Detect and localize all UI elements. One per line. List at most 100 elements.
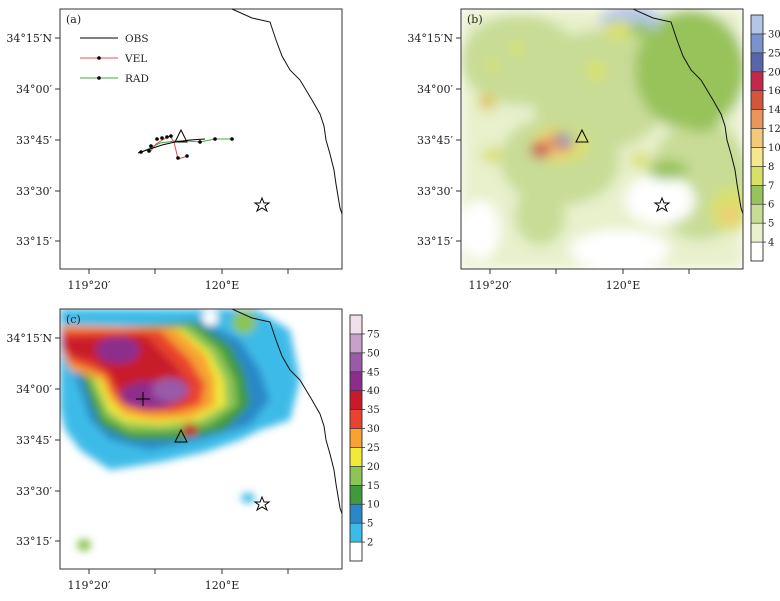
colorbar-swatch xyxy=(349,352,363,373)
x-tick-label: 119°20′ xyxy=(68,279,111,292)
colorbar-label: 20 xyxy=(367,462,380,473)
colorbar-label: 30 xyxy=(768,29,780,40)
panel-b-field xyxy=(461,9,743,269)
colorbar-label: 45 xyxy=(367,367,380,378)
y-tick-label: 33°45′ xyxy=(417,134,453,147)
colorbar-swatch xyxy=(349,503,363,524)
colorbar-swatch xyxy=(349,371,363,391)
colorbar-swatch xyxy=(750,241,764,262)
colorbar-label: 40 xyxy=(367,386,380,397)
colorbar-label: 20 xyxy=(768,67,780,78)
legend-vel: VEL xyxy=(124,53,147,65)
colorbar-swatch xyxy=(750,52,764,73)
triangle-marker-a xyxy=(174,128,188,143)
star-marker-b xyxy=(653,196,671,213)
legend-a: OBS VEL RAD xyxy=(80,33,149,85)
colorbar-frame xyxy=(750,14,764,262)
panel-a-tag: (a) xyxy=(66,13,81,26)
y-tick-label: 33°45′ xyxy=(16,134,52,147)
y-tick-label: 34°15′N xyxy=(6,32,52,45)
y-tick-label: 33°30′ xyxy=(16,185,52,198)
colorbar-label: 75 xyxy=(367,329,380,340)
colorbar-swatch xyxy=(750,203,764,224)
y-tick-label: 33°15′ xyxy=(16,535,52,548)
panel-b-tag: (b) xyxy=(467,13,483,26)
x-tick-label: 120°E xyxy=(205,579,240,592)
colorbar-swatch xyxy=(349,541,363,562)
colorbar-label: 4 xyxy=(768,238,774,249)
colorbar-label: 15 xyxy=(367,481,380,492)
legend-rad: RAD xyxy=(125,73,149,85)
colorbar-label: 25 xyxy=(367,443,380,454)
panel-c: (c) xyxy=(59,308,343,570)
colorbar-swatch xyxy=(349,314,363,335)
colorbar-label: 10 xyxy=(367,500,380,511)
colorbar-swatch xyxy=(349,390,363,410)
colorbar-label: 50 xyxy=(367,348,380,359)
panel-c-frame xyxy=(59,308,343,570)
colorbar-frame xyxy=(349,314,363,562)
y-tick-label: 33°15′ xyxy=(16,235,52,248)
triangle-marker-b xyxy=(575,128,589,143)
triangle-marker-c xyxy=(174,428,188,443)
colorbar-swatch xyxy=(349,447,363,467)
y-tick-label: 34°15′N xyxy=(6,332,52,345)
colorbar-label: 5 xyxy=(768,219,774,230)
y-tick-label: 34°00′ xyxy=(16,83,52,96)
colorbar-swatch xyxy=(349,333,363,354)
colorbar-label: 14 xyxy=(768,105,780,116)
coastline-c xyxy=(231,308,343,515)
y-tick-label: 34°00′ xyxy=(16,383,52,396)
colorbar-swatch xyxy=(349,409,363,429)
colorbar-swatch xyxy=(750,109,764,129)
tracks-a xyxy=(137,134,234,160)
colorbar-swatch xyxy=(349,428,363,448)
y-tick-label: 34°00′ xyxy=(417,83,453,96)
y-tick-label: 33°15′ xyxy=(417,235,453,248)
colorbar-swatch xyxy=(349,466,363,486)
colorbar-label: 5 xyxy=(367,519,373,530)
colorbar-swatch xyxy=(750,147,764,167)
colorbar-swatch xyxy=(750,33,764,54)
panel-c-tag: (c) xyxy=(66,313,81,326)
colorbar-label: 10 xyxy=(768,143,780,154)
y-tick-label: 33°45′ xyxy=(16,434,52,447)
colorbar-label: 2 xyxy=(367,538,373,549)
y-tick-label: 34°15′N xyxy=(407,32,453,45)
colorbar-swatch xyxy=(750,222,764,243)
colorbar-swatch xyxy=(750,71,764,91)
panel-a: (a) OBS VEL RAD xyxy=(59,8,343,270)
x-tick-label: 119°20′ xyxy=(469,279,512,292)
y-tick-label: 33°30′ xyxy=(16,485,52,498)
colorbar-label: 25 xyxy=(768,48,780,59)
colorbar-swatch xyxy=(750,14,764,35)
x-tick-label: 120°E xyxy=(606,279,641,292)
colorbar-swatch xyxy=(750,128,764,148)
y-tick-label: 33°30′ xyxy=(417,185,453,198)
colorbar-swatch xyxy=(750,166,764,186)
star-marker-c xyxy=(253,495,271,512)
colorbar-swatch xyxy=(750,90,764,110)
colorbar-swatch xyxy=(750,185,764,205)
x-tick-label: 119°20′ xyxy=(68,579,111,592)
plus-marker-c xyxy=(136,392,150,406)
coastline-a xyxy=(231,8,343,215)
colorbar-label: 16 xyxy=(768,86,780,97)
colorbar-label: 12 xyxy=(768,124,780,135)
x-tick-label: 120°E xyxy=(205,279,240,292)
panel-b-frame xyxy=(460,8,744,270)
star-marker-a xyxy=(253,196,271,213)
panel-b: (b) xyxy=(460,8,744,270)
colorbar-label: 7 xyxy=(768,181,774,192)
colorbar-layer: 4567810121416202530251015202530354045507… xyxy=(349,14,780,562)
colorbar-label: 8 xyxy=(768,162,774,173)
panel-c-field xyxy=(60,309,300,551)
colorbar-label: 30 xyxy=(367,424,380,435)
legend-obs: OBS xyxy=(125,33,149,45)
colorbar-label: 35 xyxy=(367,405,380,416)
colorbar-swatch xyxy=(349,485,363,505)
axes-layer: 34°15′N 34°00′ 33°45′ 33°30′ 33°15′ 119°20′ 12… xyxy=(6,32,690,592)
colorbar-swatch xyxy=(349,522,363,543)
colorbar-label: 6 xyxy=(768,200,774,211)
